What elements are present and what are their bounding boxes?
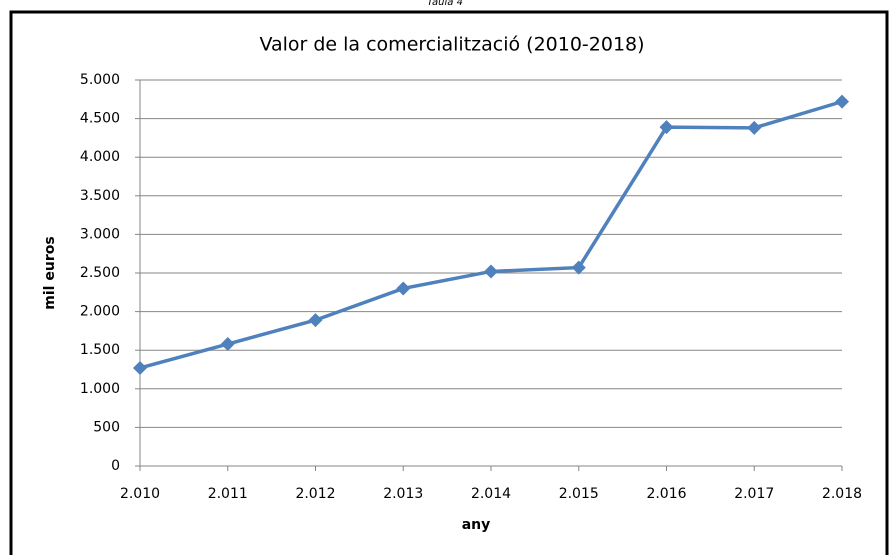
y-tick-label: 3.000	[80, 226, 120, 242]
y-tick-label: 1.500	[80, 342, 120, 358]
x-tick-label: 2.016	[646, 486, 686, 502]
chart-frame	[9, 10, 889, 555]
y-tick-label: 3.500	[80, 188, 120, 204]
y-tick-label: 4.000	[80, 149, 120, 165]
data-marker	[835, 94, 849, 109]
x-tick-label: 2.010	[120, 486, 160, 502]
y-tick-label: 5.000	[80, 72, 120, 88]
x-tick-label: 2.015	[559, 486, 599, 502]
y-tick-label: 1.000	[80, 381, 120, 397]
data-marker	[747, 120, 762, 135]
x-tick-label: 2.013	[383, 486, 423, 502]
data-marker	[396, 281, 411, 296]
x-tick-label: 2.014	[471, 486, 511, 502]
data-marker	[133, 360, 147, 375]
x-tick-label: 2.012	[295, 486, 335, 502]
x-tick-label: 2.011	[208, 486, 248, 502]
y-tick-label: 500	[93, 419, 120, 435]
x-tick-label: 2.017	[734, 486, 774, 502]
x-axis-title: any	[462, 517, 491, 533]
data-marker	[308, 313, 323, 328]
y-tick-label: 2.500	[80, 265, 120, 281]
y-axis-title: mil euros	[42, 236, 58, 309]
x-tick-label: 2.018	[822, 486, 862, 502]
data-marker	[659, 120, 674, 135]
y-tick-label: 2.000	[80, 304, 120, 320]
data-marker	[220, 337, 235, 352]
data-marker	[571, 260, 586, 275]
caption: Taula 4	[427, 0, 463, 8]
y-tick-label: 4.500	[80, 111, 120, 127]
chart-title: Valor de la comercialització (2010-2018)	[259, 34, 644, 56]
y-tick-label: 0	[111, 458, 120, 474]
data-marker	[484, 264, 498, 279]
